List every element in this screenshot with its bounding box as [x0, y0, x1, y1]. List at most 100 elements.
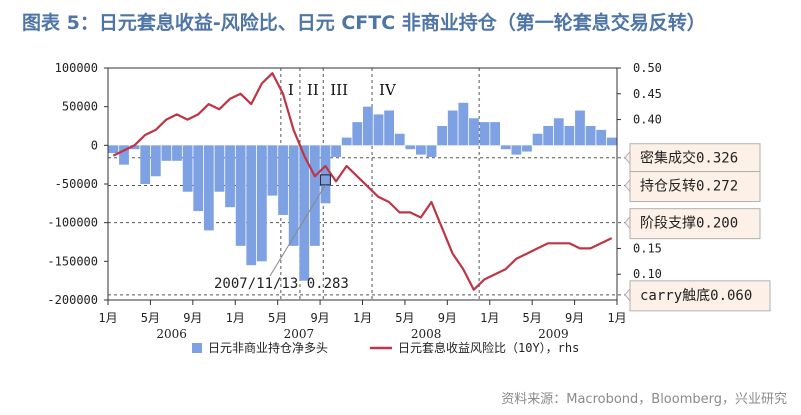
x-tick-label: 5月 [268, 311, 287, 325]
position-bar [394, 133, 405, 146]
position-bar [203, 145, 214, 231]
callout-box [629, 280, 771, 312]
position-bar [469, 118, 479, 146]
right-tick-label: 0.50 [633, 61, 662, 75]
source-note: 资料来源：Macrobond，Bloomberg，兴业研究 [501, 392, 787, 407]
bar-series [108, 102, 617, 281]
position-bar [511, 145, 522, 155]
year-label: 2009 [538, 327, 569, 341]
callout-label: 2007/11/13 0.283 [214, 276, 349, 292]
position-bar [161, 145, 172, 161]
x-tick-label: 5月 [523, 311, 542, 325]
phase-label: III [330, 81, 348, 99]
position-bar [129, 145, 140, 150]
year-label: 2006 [156, 327, 187, 341]
axes: 100000 50000 0 -50000 -100000 -150000 -200000 0… [47, 61, 661, 341]
position-bar [172, 145, 182, 161]
position-bar [256, 145, 267, 262]
position-bar [585, 126, 596, 146]
x-tick-label: 5月 [395, 311, 414, 325]
x-tick-label: 1月 [607, 311, 626, 325]
x-tick-label: 9月 [183, 311, 202, 325]
position-bar [108, 145, 119, 154]
carry-ratio-line [112, 72, 613, 291]
position-bar [309, 145, 320, 246]
phase-label: IV [379, 81, 397, 99]
position-bar [363, 106, 373, 146]
position-bar [373, 114, 384, 146]
legend: 日元非商业持仓净多头 日元套息收益风险比（10Y），rhs [192, 340, 579, 355]
threshold-label: carry触底0.060 [640, 288, 752, 304]
position-bar [225, 145, 235, 208]
position-bar [532, 133, 543, 146]
x-tick-label: 1月 [480, 311, 499, 325]
x-tick-label: 9月 [310, 311, 329, 325]
position-bar [246, 145, 257, 266]
position-bar [500, 145, 511, 150]
right-tick-label: 0.15 [633, 241, 662, 255]
callout-box [629, 208, 761, 240]
x-tick-label: 9月 [565, 311, 584, 325]
threshold-label: 密集成交0.326 [640, 150, 738, 167]
callout-leader [269, 184, 326, 277]
position-bar [543, 126, 554, 146]
position-bar [405, 145, 416, 150]
position-bar [119, 145, 129, 165]
position-bar [341, 137, 352, 146]
left-tick-label: -150000 [47, 254, 98, 268]
callout-box [629, 171, 761, 203]
year-label: 2008 [411, 327, 442, 341]
legend-bar-swatch [192, 343, 202, 353]
callout-pointer [624, 287, 631, 303]
position-bar [214, 145, 225, 192]
position-bar [596, 129, 607, 146]
position-bar [458, 102, 469, 146]
position-bar [331, 145, 341, 157]
x-tick-label: 5月 [141, 311, 160, 325]
right-tick-label: 0.40 [633, 113, 662, 127]
threshold-label: 阶段支撑0.200 [640, 216, 738, 232]
callout-pointer [624, 150, 631, 166]
phase-label: II [307, 81, 319, 99]
position-bar [479, 122, 490, 146]
legend-line-label: 日元套息收益风险比（10Y），rhs [398, 340, 579, 355]
position-bar [575, 110, 585, 146]
annotations: I II III IV密集成交0.326持仓反转0.272阶段支撑0.200carry… [214, 81, 771, 312]
position-bar [193, 145, 204, 212]
left-tick-label: -50000 [55, 177, 98, 191]
position-bar [606, 137, 617, 146]
line-series [112, 72, 613, 291]
chart-title: 图表 5：日元套息收益-风险比、日元 CFTC 非商业持仓（第一轮套息交易反转） [22, 12, 706, 34]
position-bar [384, 110, 395, 146]
left-tick-label: 50000 [62, 100, 98, 114]
threshold-label: 持仓反转0.272 [640, 179, 738, 195]
callout-box [629, 143, 761, 175]
position-bar [437, 126, 448, 146]
right-tick-label: 0.10 [633, 267, 662, 281]
position-bar [278, 145, 288, 215]
position-bar [288, 145, 299, 246]
x-tick-label: 1月 [226, 311, 245, 325]
position-bar [150, 145, 161, 177]
position-bar [235, 145, 246, 246]
position-bar [522, 145, 532, 152]
position-bar [490, 122, 501, 146]
position-bar [299, 145, 310, 281]
year-label: 2007 [284, 327, 315, 341]
position-bar [182, 145, 193, 192]
callout-pointer [624, 178, 631, 193]
position-bar [426, 145, 437, 157]
phase-label: I [288, 81, 294, 99]
left-tick-label: -100000 [47, 216, 98, 230]
position-bar [320, 145, 331, 204]
left-tick-label: 0 [91, 138, 98, 152]
position-bar [564, 126, 575, 146]
position-bar [352, 122, 363, 146]
position-bar [553, 118, 564, 146]
x-tick-label: 1月 [353, 311, 372, 325]
x-tick-label: 1月 [98, 311, 117, 325]
position-bar [140, 145, 151, 184]
right-tick-label: 0.45 [633, 87, 662, 101]
callout-pointer [624, 215, 631, 231]
